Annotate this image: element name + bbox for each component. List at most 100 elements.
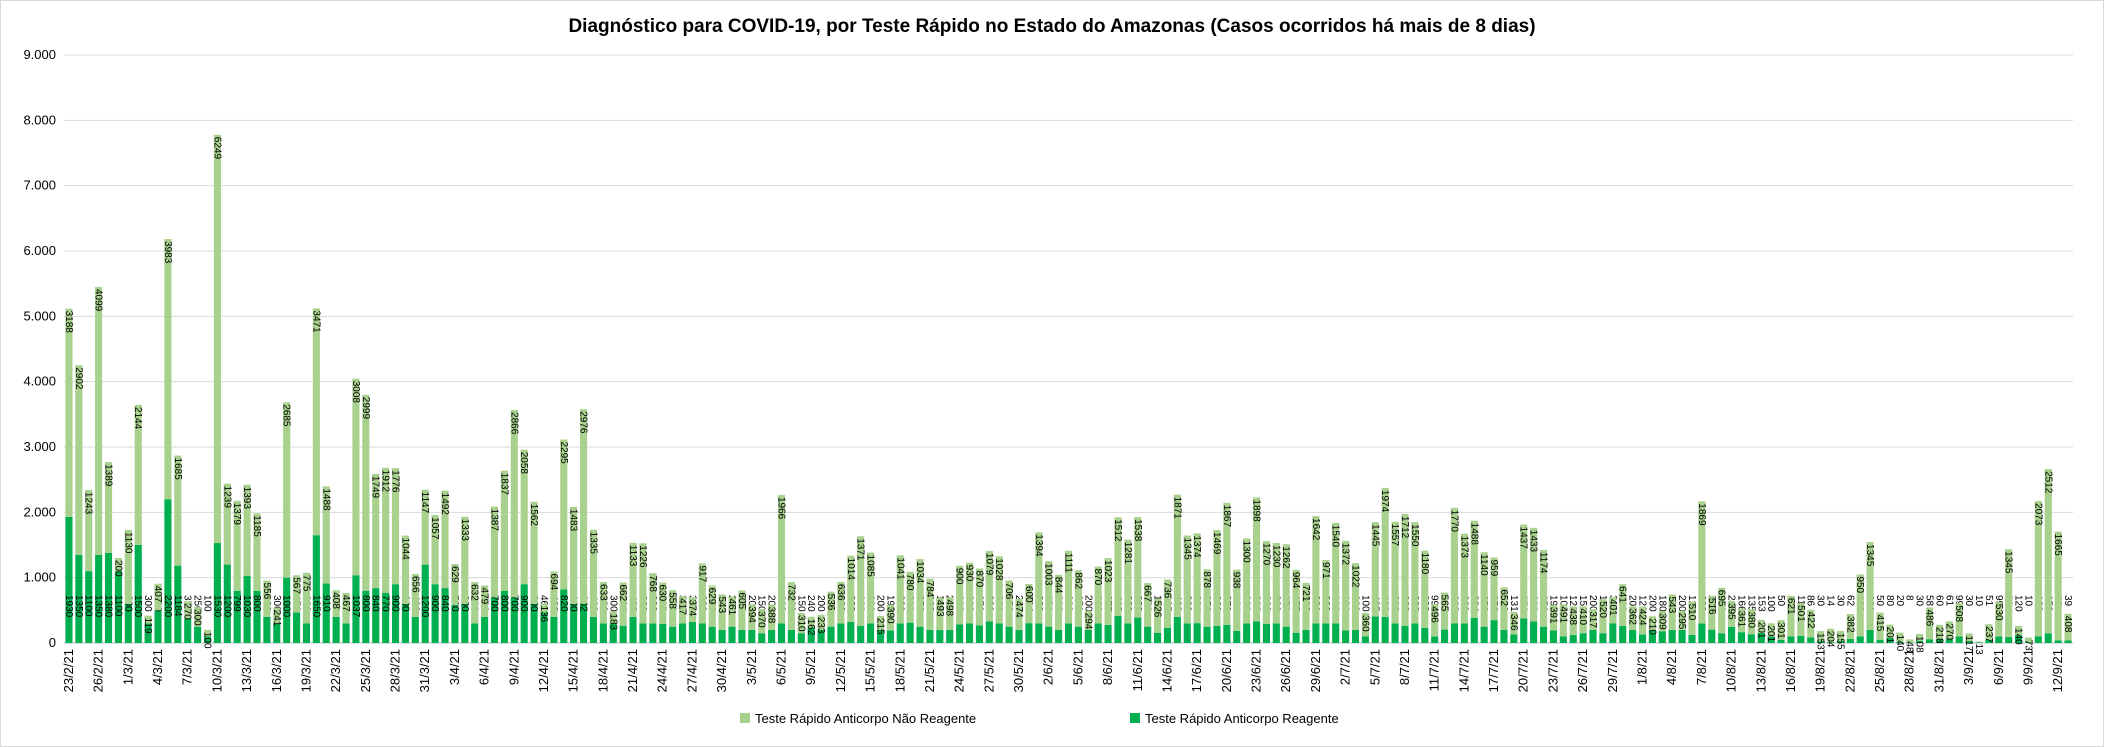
bar-segment — [1035, 532, 1043, 624]
bar-segment — [1935, 639, 1943, 643]
bar-segment — [65, 516, 73, 643]
data-label: 536 — [825, 594, 836, 611]
bar-segment — [401, 535, 409, 604]
bar-segment — [144, 615, 152, 624]
data-label: 1492 — [439, 493, 450, 516]
bar-segment — [1728, 626, 1736, 643]
chart-title: Diagnóstico para COVID-19, por Teste Ráp… — [568, 16, 1535, 37]
data-label: 629 — [449, 566, 460, 583]
data-label: 2976 — [578, 411, 589, 434]
bar-segment — [391, 584, 400, 643]
bar-segment — [1787, 595, 1795, 637]
bar-segment — [1025, 623, 1033, 643]
data-label: 799 — [231, 595, 242, 612]
data-label: 491 — [1557, 606, 1568, 623]
bar-segment — [1203, 569, 1211, 627]
data-label: 30 — [1834, 595, 1845, 607]
data-label: 1371 — [855, 538, 866, 561]
data-label: 51 — [1983, 595, 1994, 607]
bar-segment — [1925, 607, 1934, 640]
data-label: 2866 — [508, 412, 519, 435]
bar-segment — [1955, 636, 1963, 643]
data-label: 193 — [884, 595, 895, 612]
x-tick-label: 20/7/21 — [1516, 649, 1531, 692]
data-label: 1014 — [845, 558, 856, 581]
data-label: 237 — [1983, 626, 1994, 643]
x-tick-label: 11/7/21 — [1427, 649, 1442, 691]
data-label: 878 — [1201, 571, 1212, 588]
bar-segment — [154, 583, 162, 611]
bar-segment — [1925, 639, 1934, 643]
bar-segment — [1530, 527, 1538, 622]
x-tick-label: 18/4/21 — [595, 649, 610, 692]
data-label: 201 — [1765, 625, 1776, 642]
bar-segment — [1619, 626, 1627, 643]
bar-segment — [382, 467, 390, 593]
bar-segment — [1371, 522, 1379, 617]
bar-segment — [1797, 635, 1805, 643]
bar-segment — [1421, 627, 1429, 643]
bar-segment — [669, 590, 677, 627]
bar-segment — [1757, 619, 1765, 634]
bar-segment — [233, 500, 241, 591]
bar-segment — [253, 590, 261, 643]
bar-segment — [560, 439, 568, 590]
data-label: 1898 — [1251, 499, 1262, 522]
bar-segment — [1470, 520, 1478, 618]
data-label: 950 — [1854, 576, 1865, 593]
data-label: 508 — [1953, 605, 1964, 622]
x-tick-label: 6/9/21 — [1991, 649, 2006, 685]
bar-segment — [669, 626, 677, 643]
data-label: 193 — [1547, 595, 1558, 612]
y-tick-label: 7.000 — [23, 178, 56, 193]
bar-segment — [827, 626, 835, 643]
bar-segment — [1569, 606, 1577, 636]
data-label: 100 — [1359, 595, 1370, 612]
bar-segment — [896, 623, 904, 643]
data-label: 775 — [300, 575, 311, 592]
data-label: 1239 — [221, 486, 232, 509]
bar-segment — [936, 630, 944, 643]
data-label: 80 — [1884, 595, 1895, 607]
x-tick-label: 5/6/21 — [1070, 649, 1085, 685]
data-label: 30 — [1815, 595, 1826, 607]
data-label: 370 — [756, 611, 767, 628]
data-label: 380 — [1745, 611, 1756, 628]
data-label: 1184 — [172, 595, 183, 617]
y-tick-label: 2.000 — [23, 504, 56, 519]
data-label: 215 — [874, 618, 885, 635]
data-label: 1374 — [1191, 535, 1202, 558]
data-label: 496 — [1429, 606, 1440, 623]
bar-segment — [1332, 522, 1340, 624]
bar-segment — [2024, 642, 2033, 643]
bar-segment — [1005, 626, 1013, 643]
bar-segment — [421, 564, 429, 643]
data-label: 1270 — [1260, 543, 1271, 566]
bar-segment — [540, 603, 548, 613]
bar-segment — [510, 597, 518, 643]
data-label: 870 — [973, 571, 984, 588]
bar-segment — [1203, 626, 1211, 643]
bar-segment — [2015, 626, 2023, 636]
x-tick-label: 16/8/21 — [1783, 649, 1798, 692]
bar-segment — [283, 402, 291, 578]
data-label: 140 — [2013, 628, 2024, 645]
bar-segment — [1124, 539, 1132, 624]
bar-segment — [1916, 633, 1924, 642]
data-label: 632 — [469, 584, 480, 601]
x-tick-label: 29/7/21 — [1605, 649, 1620, 692]
bar-segment — [1975, 641, 1983, 643]
data-label: 1335 — [587, 532, 598, 555]
bar-segment — [263, 616, 271, 643]
bar-segment — [1985, 624, 1993, 640]
bar-segment — [1144, 626, 1152, 643]
data-label: 14 — [1825, 595, 1836, 607]
bar-segment — [1312, 516, 1320, 624]
data-label: 200 — [874, 595, 885, 612]
data-label: 240 — [805, 595, 816, 612]
data-label: 1445 — [1369, 524, 1380, 547]
bar-segment — [481, 585, 489, 617]
x-tick-label: 19/8/21 — [1813, 649, 1828, 692]
y-tick-label: 0 — [49, 635, 56, 650]
bar-segment — [1124, 623, 1132, 643]
